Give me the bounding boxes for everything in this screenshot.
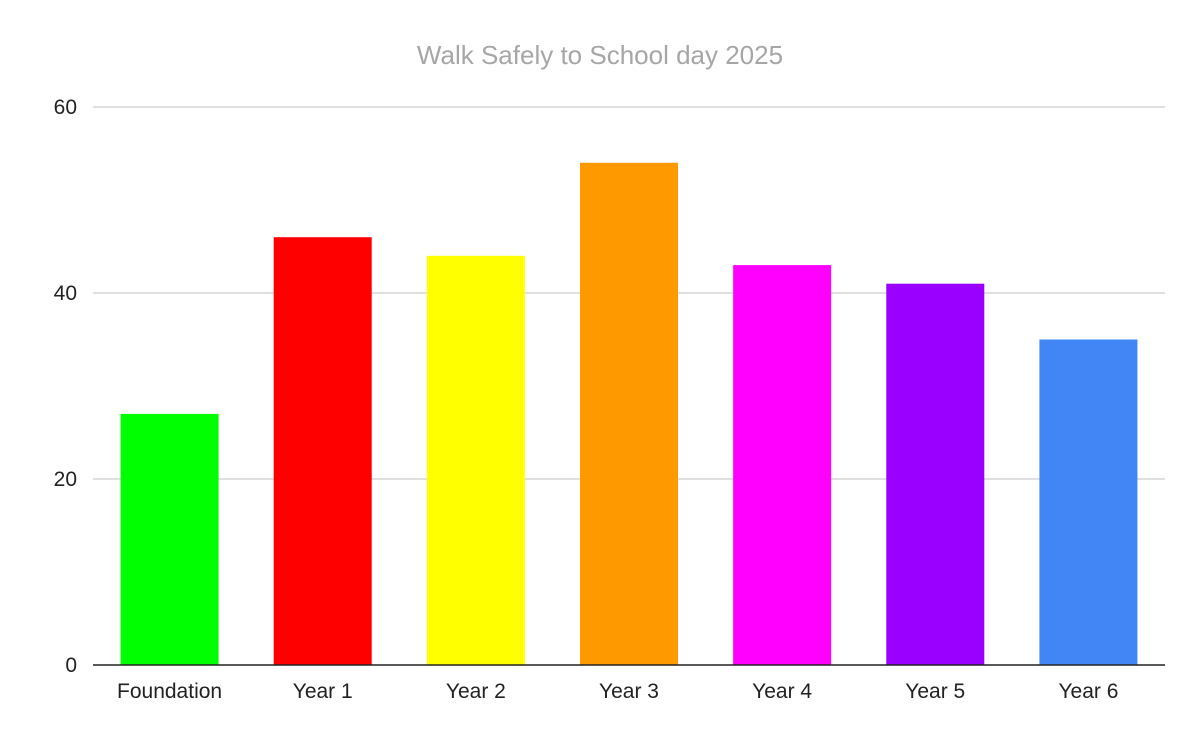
bar-year-5 [886, 283, 985, 665]
bar-foundation [120, 413, 219, 665]
bar-year-1 [273, 237, 372, 665]
x-tick-label: Year 2 [446, 680, 506, 703]
chart-title: Walk Safely to School day 2025 [417, 40, 783, 70]
x-tick-label: Year 6 [1058, 680, 1118, 703]
x-axis-ticks: Foundation Year 1 Year 2 Year 3 Year 4 Year 5… [117, 680, 1118, 703]
bar-year-4 [733, 265, 832, 665]
x-tick-label: Year 1 [293, 680, 353, 703]
x-tick-label: Foundation [117, 680, 222, 703]
y-tick-label: 40 [54, 282, 77, 305]
y-axis-ticks: 0 20 40 60 [54, 96, 77, 677]
x-tick-label: Year 5 [905, 680, 965, 703]
x-tick-label: Year 3 [599, 680, 659, 703]
y-tick-label: 20 [54, 468, 77, 491]
bar-year-3 [579, 162, 679, 666]
bars [120, 162, 1138, 666]
y-tick-label: 60 [54, 96, 77, 119]
y-tick-label: 0 [65, 654, 77, 677]
x-tick-label: Year 4 [752, 680, 812, 703]
bar-year-6 [1039, 339, 1138, 665]
bar-year-2 [426, 255, 525, 666]
